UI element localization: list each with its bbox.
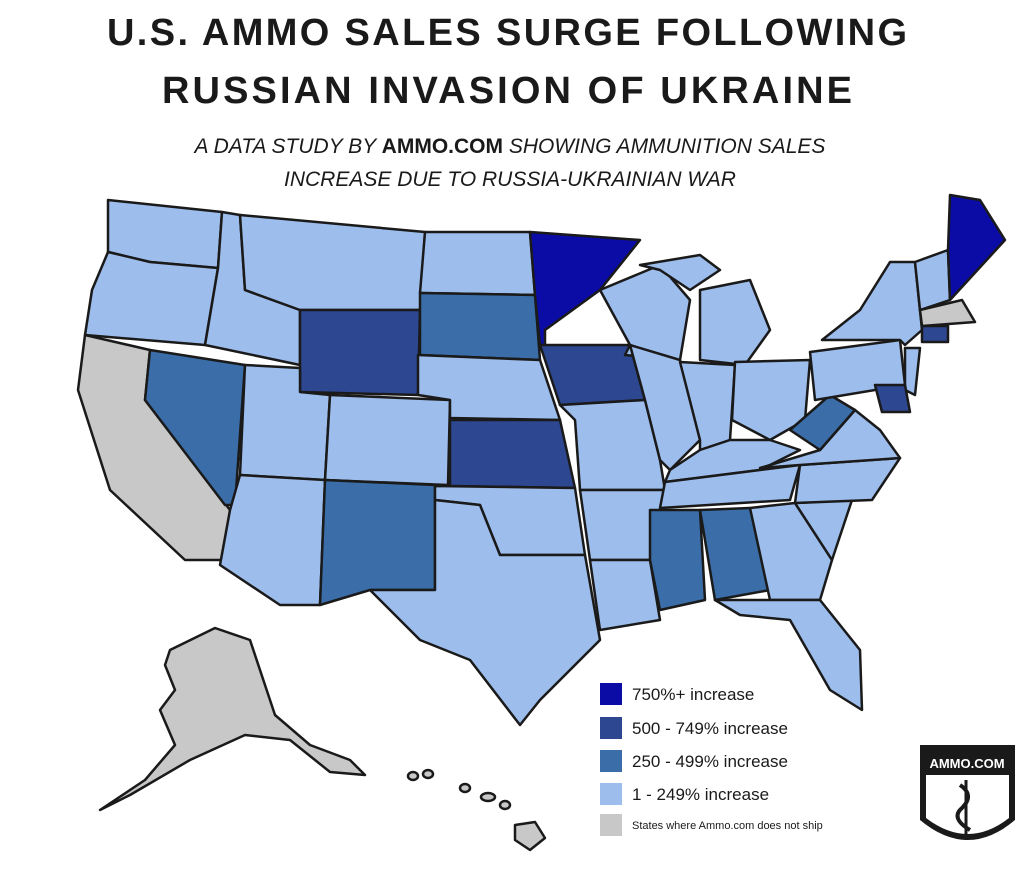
state	[418, 291, 542, 362]
state	[218, 473, 327, 607]
state	[323, 393, 452, 487]
state	[368, 498, 602, 727]
legend-label: 500 - 749% increase	[632, 719, 788, 738]
state	[418, 230, 537, 297]
us-map	[76, 193, 1007, 852]
state	[458, 782, 472, 794]
state	[713, 598, 864, 712]
legend-swatch	[600, 683, 622, 705]
state	[143, 348, 247, 507]
title-line: RUSSIAN INVASION OF UKRAINE	[162, 70, 852, 112]
subtitle-brand: AMMO.COM	[382, 135, 503, 158]
state	[648, 508, 707, 612]
legend-swatch	[600, 717, 622, 739]
state	[448, 418, 577, 490]
state	[873, 383, 912, 414]
logo-text: AMMO.COM	[929, 756, 1004, 771]
legend-swatch	[600, 814, 622, 836]
subtitle: A DATA STUDY BY AMMO.COM SHOWING AMMUNIT…	[193, 135, 826, 158]
state	[698, 278, 772, 367]
subtitle: INCREASE DUE TO RUSSIA-UKRAINIAN WAR	[284, 168, 736, 191]
state	[498, 799, 512, 811]
legend-label: 1 - 249% increase	[632, 785, 769, 804]
subtitle-part: SHOWING AMMUNITION SALES	[509, 135, 826, 158]
state	[658, 463, 802, 510]
legend-swatch	[600, 783, 622, 805]
legend-label: States where Ammo.com does not ship	[632, 820, 823, 832]
state	[528, 230, 642, 347]
state	[913, 248, 952, 312]
state	[588, 558, 662, 632]
state	[920, 324, 950, 344]
subtitle-part: A DATA STUDY BY	[193, 135, 379, 158]
state	[238, 213, 427, 312]
state	[748, 501, 834, 602]
state	[638, 253, 722, 292]
state	[318, 478, 437, 607]
state	[298, 308, 422, 397]
state	[513, 820, 547, 852]
state	[730, 358, 812, 442]
legend-label: 250 - 499% increase	[632, 752, 788, 771]
legend-swatch	[600, 750, 622, 772]
state	[788, 393, 857, 452]
state	[421, 768, 435, 780]
state	[406, 770, 420, 782]
state	[820, 260, 924, 347]
logo: AMMO.COM	[920, 745, 1015, 840]
state	[918, 298, 977, 328]
state	[946, 193, 1007, 302]
legend-label: 750%+ increase	[632, 685, 754, 704]
state	[98, 626, 367, 812]
state	[903, 346, 922, 397]
state	[83, 250, 220, 347]
legend: 750%+ increase 500 - 749% increase 250 -…	[600, 683, 823, 836]
state	[479, 791, 497, 803]
state	[416, 353, 562, 422]
title-line: U.S. AMMO SALES SURGE FOLLOWING	[107, 12, 907, 54]
